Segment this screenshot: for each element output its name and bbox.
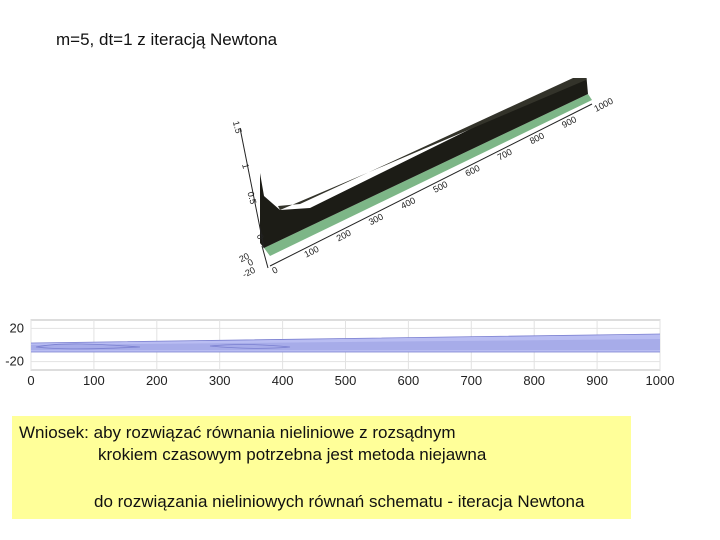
x-tick-label: 800 (528, 130, 546, 146)
y-axis (261, 245, 269, 269)
x-tick-label: 900 (586, 373, 608, 388)
x-tick-label: 800 (523, 373, 545, 388)
surface-ridge (260, 78, 588, 248)
x-tick-label: 0 (270, 265, 279, 276)
y-tick-label: 0 (246, 257, 255, 268)
x-tick-label: 900 (560, 114, 578, 130)
conclusion-line-1: Wniosek: aby rozwiązać równania nielinio… (19, 423, 456, 442)
z-tick-labels: 1.5 1 0.5 0 (231, 120, 266, 241)
y-tick-label: -20 (5, 354, 24, 369)
x-tick-label: 100 (83, 373, 105, 388)
z-tick-label: 0.5 (245, 191, 258, 206)
surface-shadow (264, 94, 592, 256)
x-tick-label: 400 (272, 373, 294, 388)
x-tick-label: 0 (27, 373, 34, 388)
x-tick-label: 500 (431, 179, 449, 195)
contour-plot: 20 -20 0 100 200 300 400 500 600 700 800 900 1000 (5, 319, 674, 388)
conclusion-box: Wniosek: aby rozwiązać równania nielinio… (12, 416, 631, 519)
x-tick-label: 100 (303, 244, 321, 260)
y-tick-label: 20 (10, 320, 24, 335)
x-tick-label: 200 (146, 373, 168, 388)
x-tick-label: 400 (399, 195, 417, 211)
surface-ridge-top (278, 78, 586, 210)
x-axis (269, 103, 593, 267)
contour-band-core (31, 339, 660, 350)
conclusion-line-2: krokiem czasowym potrzebna jest metoda n… (98, 445, 487, 464)
x-tick-labels: 0 100 200 300 400 500 600 700 800 900 1000 (270, 96, 614, 276)
y-tick-label: 20 (237, 251, 250, 264)
x-tick-label: 1000 (592, 96, 614, 114)
z-tick-label: 1 (240, 162, 251, 169)
x-tick-label: 200 (335, 228, 353, 244)
contour-outline (30, 333, 661, 353)
slide-title: m=5, dt=1 z iteracją Newtona (56, 30, 278, 49)
conclusion-line-3: do rozwiązania nieliniowych równań schem… (94, 492, 585, 511)
surface-plot: 1.510.50 200-20 010020030040050060070080… (231, 78, 615, 280)
x-tick-label: 1000 (646, 373, 675, 388)
x-tick-label: 700 (496, 147, 514, 163)
x-tick-label: 600 (464, 163, 482, 179)
z-tick-label: 0 (255, 233, 266, 240)
y-tick-labels: 200-20 (237, 251, 256, 280)
y-tick-label: -20 (241, 265, 257, 280)
x-tick-label: 600 (398, 373, 420, 388)
x-tick-labels: 0 100 200 300 400 500 600 700 800 900 1000 (27, 373, 674, 388)
x-tick-label: 500 (335, 373, 357, 388)
y-tick-labels: 20 -20 (5, 320, 24, 368)
z-tick-label: 1.5 (231, 120, 244, 135)
z-axis (239, 127, 265, 249)
x-tick-label: 300 (367, 211, 385, 227)
x-tick-label: 700 (460, 373, 482, 388)
x-tick-label: 300 (209, 373, 231, 388)
